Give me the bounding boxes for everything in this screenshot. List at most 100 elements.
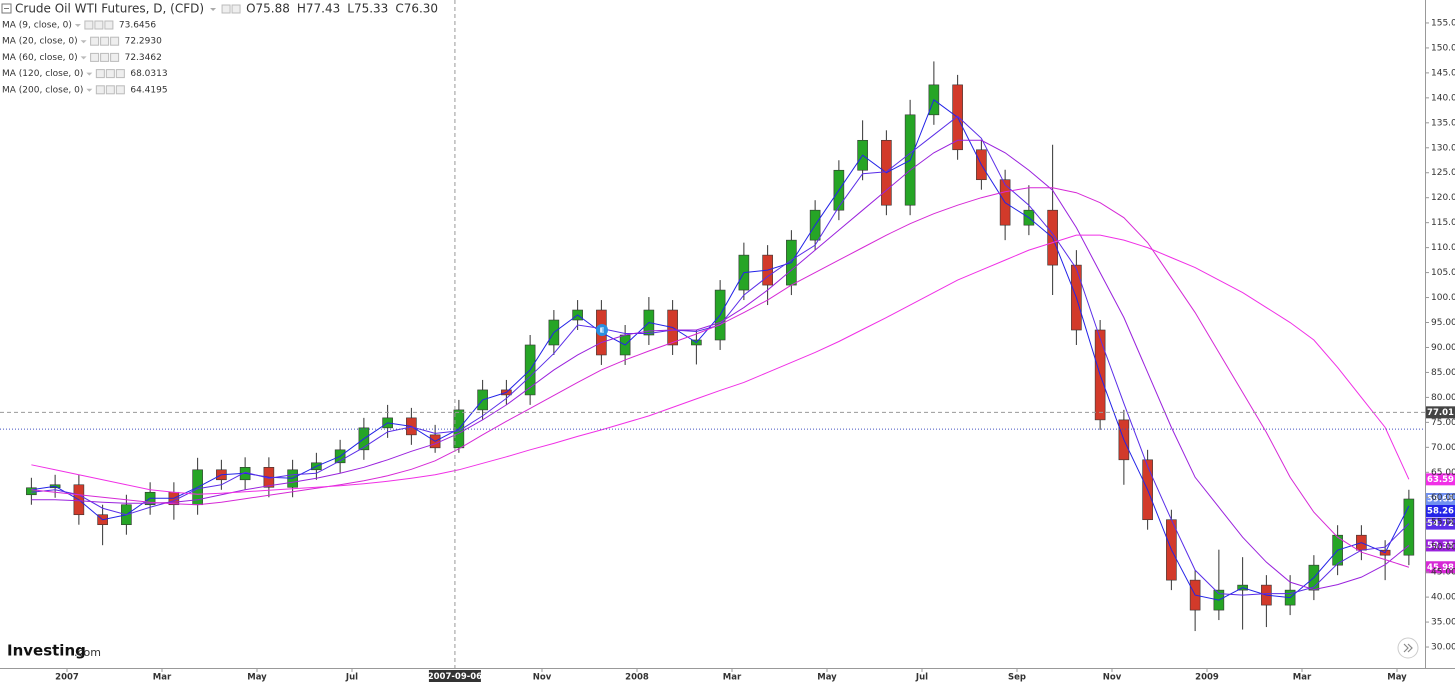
x-tick-label: Jul	[345, 673, 358, 682]
legend-name: MA (20, close, 0)	[2, 37, 78, 47]
ohlc-label: O75.88	[246, 2, 290, 16]
ohlc-label: L75.33	[347, 2, 388, 16]
x-tick-label: Mar	[153, 673, 172, 682]
legend-icon[interactable]	[105, 85, 115, 95]
price-tag	[1426, 473, 1455, 486]
ohlc-label: H77.43	[297, 2, 340, 16]
logo: Investing .com	[7, 642, 101, 660]
price-tag-label: 59.65	[1427, 495, 1454, 505]
price-tag	[1426, 493, 1455, 506]
legend-icon[interactable]	[90, 52, 100, 62]
scroll-chevrons	[1403, 643, 1413, 653]
x-tick-label: May	[817, 673, 837, 682]
legend-name: MA (9, close, 0)	[2, 21, 72, 31]
price-tag-label: 54.72	[1427, 519, 1454, 529]
y-tick-label: 95.00	[1431, 318, 1455, 328]
legend-value: 73.6456	[119, 21, 156, 31]
event-marker[interactable]	[596, 324, 608, 336]
y-tick-label: 75.00	[1431, 418, 1455, 428]
legend-icon[interactable]	[95, 85, 105, 95]
legend-dropdown[interactable]	[80, 56, 87, 60]
y-tick-label: 125.00	[1431, 168, 1455, 178]
ma-line	[31, 187, 1410, 568]
y-tick-label: 45.00	[1431, 568, 1455, 578]
collapse-icon[interactable]	[1, 3, 12, 14]
scroll-button[interactable]	[1397, 637, 1419, 659]
y-tick-label: 80.00	[1431, 393, 1455, 403]
legend-name: MA (60, close, 0)	[2, 53, 78, 63]
price-tag	[1426, 517, 1455, 530]
x-tick-label: May	[247, 673, 267, 682]
y-tick-label: 120.00	[1431, 193, 1455, 203]
legend-icon[interactable]	[84, 20, 94, 30]
header-icon[interactable]	[221, 4, 231, 14]
y-tick-label: 140.00	[1431, 93, 1455, 103]
legend-icon[interactable]	[100, 36, 110, 46]
x-tick-label: Sep	[1008, 673, 1026, 682]
price-tag-label: 45.98	[1427, 563, 1454, 573]
legend-icon[interactable]	[94, 20, 104, 30]
price-tag-label: 50.35	[1427, 541, 1454, 551]
legend-icon[interactable]	[100, 52, 110, 62]
logo-text: Investing	[7, 642, 86, 660]
crosshair-date: 2007-09-06	[428, 672, 482, 682]
y-tick-label: 110.00	[1431, 243, 1455, 253]
price-tag-label: 77.01	[1427, 408, 1454, 418]
price-tag	[1426, 561, 1455, 574]
y-tick-label: 135.00	[1431, 118, 1455, 128]
crosshair-date-box	[428, 670, 481, 682]
legend-name: MA (200, close, 0)	[2, 85, 83, 95]
y-tick-label: 55.00	[1431, 518, 1455, 528]
ohlc-label: C76.30	[395, 2, 438, 16]
y-tick-label: 105.00	[1431, 268, 1455, 278]
x-tick-label: 2008	[625, 673, 649, 682]
ma-lines	[31, 99, 1410, 601]
legend-value: 64.4195	[130, 85, 167, 95]
x-tick-label: 2009	[1195, 673, 1219, 682]
y-tick-label: 90.00	[1431, 343, 1455, 353]
legend-icon[interactable]	[110, 52, 120, 62]
x-tick-label: May	[1387, 673, 1407, 682]
price-tag	[1426, 406, 1455, 419]
y-tick-label: 85.00	[1431, 368, 1455, 378]
legend-dropdown[interactable]	[80, 40, 87, 44]
legend-icon[interactable]	[115, 69, 125, 79]
x-tick-label: Nov	[533, 673, 552, 682]
legend-dropdown[interactable]	[86, 72, 93, 76]
legend-dropdown[interactable]	[74, 24, 81, 27]
header-icon[interactable]	[231, 4, 241, 14]
y-tick-label: 115.00	[1431, 218, 1455, 228]
price-tag	[1426, 505, 1455, 518]
y-tick-label: 50.00	[1431, 543, 1455, 553]
y-tick-label: 130.00	[1431, 143, 1455, 153]
event-marker-label: E	[600, 327, 605, 335]
y-tick-label: 40.00	[1431, 593, 1455, 603]
logo-suffix: .com	[74, 646, 101, 659]
legend-icon[interactable]	[95, 69, 105, 79]
chart-title: Crude Oil WTI Futures, D, (CFD)	[15, 2, 204, 16]
legend-icon[interactable]	[104, 20, 114, 30]
price-tag-label: 63.59	[1427, 475, 1454, 485]
x-tick-label: Nov	[1103, 673, 1122, 682]
legend-value: 72.2930	[125, 37, 162, 47]
y-tick-label: 65.00	[1431, 468, 1455, 478]
y-tick-label: 35.00	[1431, 618, 1455, 628]
legend-icon[interactable]	[90, 36, 100, 46]
x-tick-label: Mar	[723, 673, 742, 682]
legend-value: 68.0313	[130, 69, 167, 79]
legend-icon[interactable]	[105, 69, 115, 79]
ma-line	[31, 139, 1410, 591]
y-tick-label: 150.00	[1431, 43, 1455, 53]
candle-body	[1403, 498, 1415, 556]
legend-icon[interactable]	[110, 36, 120, 46]
legend-dropdown[interactable]	[86, 88, 93, 92]
legend-icon[interactable]	[115, 85, 125, 95]
price-tag	[1426, 539, 1455, 552]
dropdown-arrow[interactable]	[210, 8, 217, 11]
price-tag-label: 58.26	[1427, 507, 1454, 517]
x-tick-label: Mar	[1293, 673, 1312, 682]
